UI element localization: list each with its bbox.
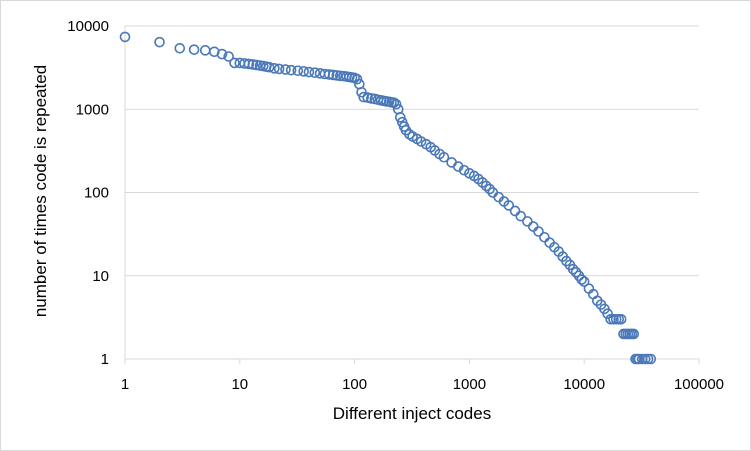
data-point xyxy=(331,70,343,81)
data-point xyxy=(533,226,544,237)
x-tick-label-1000: 1000 xyxy=(453,376,486,393)
data-point xyxy=(394,112,406,123)
data-point xyxy=(522,216,533,227)
data-point xyxy=(327,69,339,81)
y-tick-label-100: 100 xyxy=(84,185,109,202)
data-point xyxy=(615,313,627,325)
data-point xyxy=(602,308,613,320)
x-axis-title: Different inject codes xyxy=(333,404,491,423)
data-point xyxy=(269,63,280,74)
data-point xyxy=(280,64,291,75)
data-point xyxy=(351,73,363,85)
data-point xyxy=(438,151,450,163)
data-point xyxy=(503,200,515,211)
data-point xyxy=(229,57,240,69)
data-point xyxy=(199,45,211,56)
y-axis-title: number of times code is repeated xyxy=(31,65,50,317)
data-point xyxy=(390,98,402,110)
x-tick-label-100000: 100000 xyxy=(674,376,724,393)
data-point xyxy=(273,63,285,75)
data-point xyxy=(570,266,582,278)
data-point xyxy=(243,58,255,70)
y-tick-label-1: 1 xyxy=(101,351,109,368)
data-point xyxy=(605,313,616,325)
data-point xyxy=(298,66,309,77)
y-tick-label-1000: 1000 xyxy=(76,101,109,118)
data-point xyxy=(292,65,304,77)
data-point xyxy=(216,48,228,60)
tick-labels: 1 10 100 1000 10000 1 10 100 1000 10000 100000 xyxy=(67,18,724,393)
data-point xyxy=(628,328,640,340)
y-tick-label-10: 10 xyxy=(92,268,109,285)
data-point xyxy=(567,263,579,275)
data-point xyxy=(119,31,131,43)
x-tick-label-1: 1 xyxy=(121,376,129,393)
data-point xyxy=(509,205,521,217)
data-point xyxy=(358,91,369,103)
axes xyxy=(124,26,700,364)
data-point xyxy=(645,353,657,365)
grid-lines xyxy=(125,25,699,277)
data-points xyxy=(119,31,657,365)
data-point xyxy=(285,64,297,76)
data-point xyxy=(247,59,259,70)
data-point xyxy=(446,157,457,168)
x-tick-label-10000: 10000 xyxy=(563,376,605,393)
data-point xyxy=(539,231,550,243)
y-tick-label-10000: 10000 xyxy=(67,18,109,35)
data-point xyxy=(578,276,590,287)
data-point xyxy=(356,86,367,98)
data-point xyxy=(309,67,321,78)
data-point xyxy=(484,183,495,195)
data-point xyxy=(458,164,470,176)
data-point xyxy=(263,61,275,73)
data-point xyxy=(188,44,200,55)
data-point xyxy=(480,180,492,192)
data-point xyxy=(154,36,165,48)
data-point xyxy=(223,51,234,62)
data-point xyxy=(303,66,315,78)
x-tick-label-100: 100 xyxy=(342,376,367,393)
data-point xyxy=(527,221,539,232)
data-point xyxy=(515,210,527,222)
data-point xyxy=(639,353,651,365)
x-tick-label-10: 10 xyxy=(231,376,248,393)
data-point xyxy=(576,274,587,285)
data-point xyxy=(174,42,186,54)
data-point xyxy=(323,69,335,80)
